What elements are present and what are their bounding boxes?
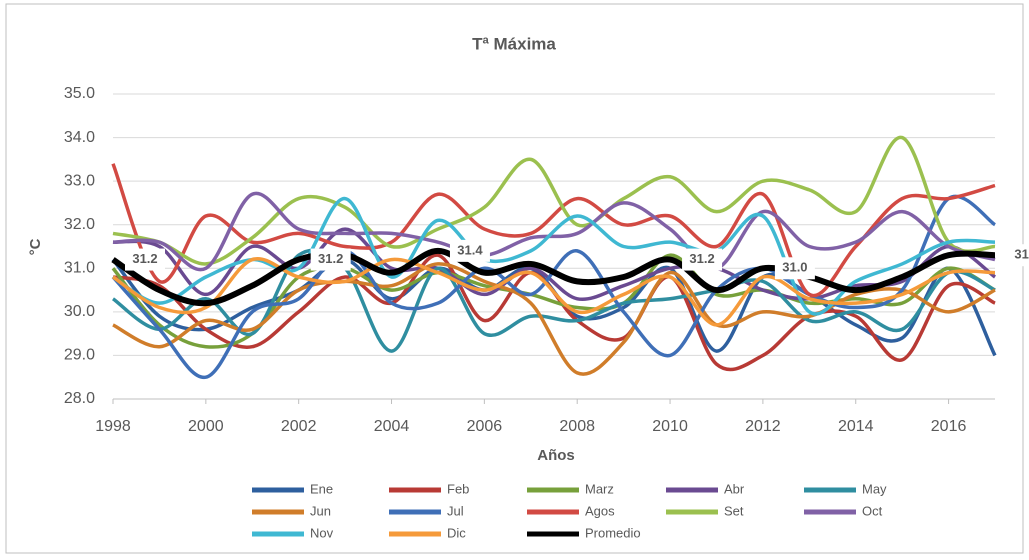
legend-label: Nov xyxy=(310,525,334,540)
y-tick-label: 28.0 xyxy=(64,390,95,407)
series-line xyxy=(112,256,996,327)
series-line xyxy=(112,191,996,272)
y-tick-label: 34.0 xyxy=(64,129,95,146)
data-label: 31.3 xyxy=(1014,247,1029,262)
chart-title: Tª Máxima xyxy=(472,34,556,53)
x-tick-label: 2000 xyxy=(188,418,224,435)
x-tick-label: 2012 xyxy=(745,418,781,435)
series-line xyxy=(112,262,996,376)
y-tick-label: 30.0 xyxy=(64,303,95,320)
data-label-box xyxy=(774,257,815,280)
x-tick-label: 2002 xyxy=(281,418,317,435)
chart-frame xyxy=(5,3,1024,554)
x-tick-label: 2014 xyxy=(838,418,874,435)
data-label-box xyxy=(449,239,490,262)
series-line xyxy=(111,194,997,379)
legend-label: Dic xyxy=(447,525,466,540)
y-tick-label: 31.0 xyxy=(64,260,95,277)
x-tick-label: 2010 xyxy=(652,418,688,435)
series-line xyxy=(112,135,996,266)
legend-label: Marz xyxy=(585,481,614,496)
series-line xyxy=(111,163,996,298)
legend-label: Jun xyxy=(310,503,331,518)
legend-label: Promedio xyxy=(585,525,641,540)
data-label: 31.2 xyxy=(132,251,157,266)
series-line xyxy=(112,196,996,316)
y-tick-label: 29.0 xyxy=(64,347,95,364)
data-label: 31.2 xyxy=(318,251,343,266)
series-line xyxy=(111,257,997,357)
data-label-box xyxy=(310,248,351,271)
series-line xyxy=(111,248,996,353)
x-axis-label: Años xyxy=(537,447,575,464)
legend-label: Abr xyxy=(724,481,745,496)
data-label: 31.0 xyxy=(782,260,807,275)
y-tick-label: 32.0 xyxy=(64,216,95,233)
y-axis-label: °C xyxy=(27,238,44,255)
x-tick-label: 1998 xyxy=(95,418,131,435)
data-label-box xyxy=(125,248,165,271)
x-tick-label: 2004 xyxy=(374,418,410,435)
x-tick-label: 2008 xyxy=(559,418,595,435)
legend-label: Agos xyxy=(585,503,615,518)
legend-label: Ene xyxy=(310,481,333,496)
legend-label: Feb xyxy=(447,481,469,496)
x-tick-label: 2006 xyxy=(467,418,503,435)
data-label: 31.2 xyxy=(689,251,714,266)
y-tick-label: 33.0 xyxy=(64,172,95,189)
series-line xyxy=(111,247,996,307)
y-tick-label: 35.0 xyxy=(64,85,95,102)
data-label: 31.4 xyxy=(457,242,483,257)
legend-label: Jul xyxy=(447,503,464,518)
legend-label: Oct xyxy=(862,503,883,518)
x-tick-label: 2016 xyxy=(931,418,967,435)
data-label-box xyxy=(1007,244,1029,267)
legend-label: May xyxy=(862,481,887,496)
data-label-box xyxy=(682,248,723,271)
legend-label: Set xyxy=(724,503,744,518)
